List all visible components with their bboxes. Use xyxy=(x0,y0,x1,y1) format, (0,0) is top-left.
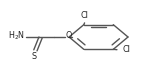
Text: O: O xyxy=(65,31,72,40)
Text: Cl: Cl xyxy=(80,11,88,20)
Text: H$_2$N: H$_2$N xyxy=(8,29,25,42)
Text: Cl: Cl xyxy=(122,45,130,54)
Text: S: S xyxy=(31,52,36,61)
